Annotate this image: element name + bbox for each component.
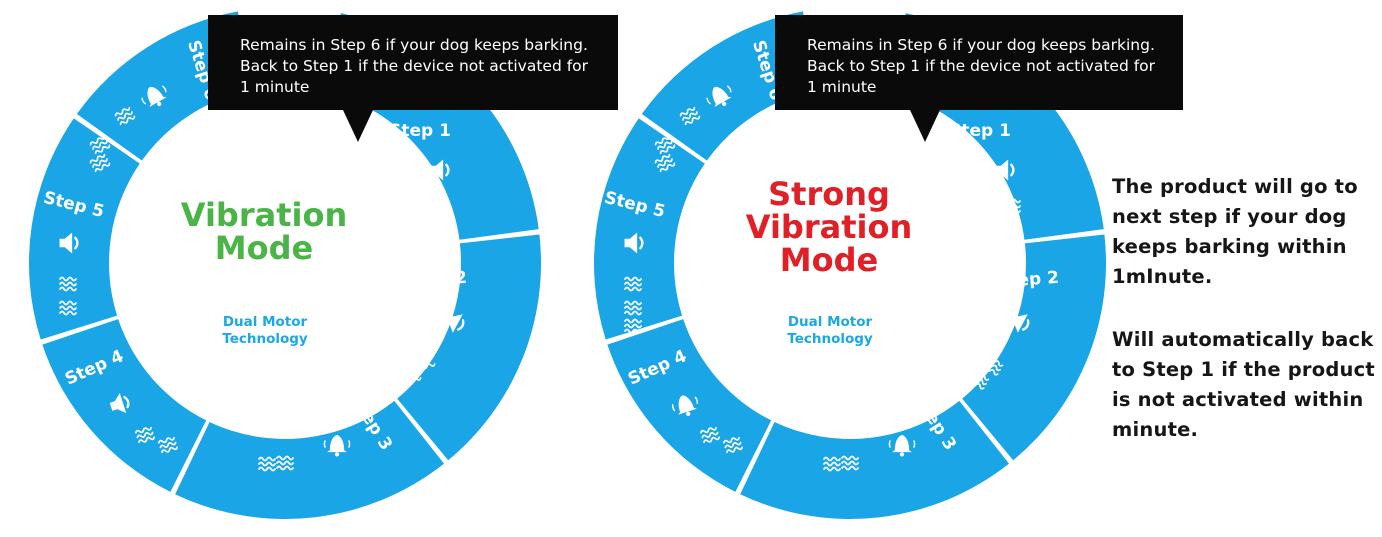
explanation-line: is not activated within bbox=[1112, 388, 1364, 411]
subtitle-line: Dual Motor bbox=[788, 314, 873, 330]
wave-mark-icon bbox=[1003, 222, 1021, 238]
wave-mark-icon bbox=[823, 456, 841, 472]
subtitle-line: Dual Motor bbox=[223, 314, 308, 330]
ring-segment-step-4 bbox=[42, 319, 207, 492]
wave-mark-icon bbox=[654, 135, 676, 155]
wave-mark-icon bbox=[841, 455, 859, 471]
ring-segment-step-2 bbox=[397, 234, 541, 461]
bell-icon bbox=[888, 435, 916, 457]
step-label: Step 2 bbox=[997, 268, 1060, 292]
wave-mark-icon bbox=[408, 377, 422, 384]
wave-mark-icon bbox=[679, 106, 701, 126]
explanation-paragraph-2: Will automatically back to Step 1 if the… bbox=[1112, 325, 1380, 445]
wave-mark-icon bbox=[624, 300, 642, 316]
speaker-icon bbox=[430, 159, 450, 181]
ring-segment-step-5 bbox=[28, 118, 140, 340]
wave-mark-icon bbox=[59, 300, 77, 316]
callout-line: Back to Step 1 if the device not activat… bbox=[807, 57, 1156, 75]
bell-icon bbox=[141, 85, 167, 107]
explanation-line: minute. bbox=[1112, 418, 1199, 441]
step-label: Step 2 bbox=[405, 268, 468, 292]
explanation-line: keeps barking within bbox=[1112, 235, 1347, 258]
explanation-line: 1mInute. bbox=[1112, 265, 1213, 288]
wave-mark-icon bbox=[444, 198, 450, 212]
subtitle-line: Technology bbox=[222, 331, 308, 347]
step-label: Step 1 bbox=[949, 121, 1011, 141]
wave-mark-icon bbox=[134, 426, 156, 444]
callout-box bbox=[208, 15, 618, 142]
ring-segment-step-3 bbox=[175, 400, 445, 519]
mode-title-line: Vibration bbox=[181, 196, 347, 234]
callout-box bbox=[775, 15, 1183, 142]
mode-title-line: Vibration bbox=[746, 208, 912, 246]
wave-mark-icon bbox=[59, 276, 77, 292]
wave-mark-icon bbox=[422, 363, 436, 370]
callout-line: 1 minute bbox=[807, 78, 876, 96]
explanation-line: next step if your dog bbox=[1112, 205, 1347, 228]
wave-mark-icon bbox=[1003, 198, 1021, 214]
speaker-icon bbox=[624, 232, 644, 254]
wave-mark-icon bbox=[624, 276, 642, 292]
wave-mark-icon bbox=[157, 436, 179, 454]
bell-icon bbox=[671, 395, 699, 417]
speaker-icon bbox=[59, 232, 79, 254]
explanation-line: Will automatically back bbox=[1112, 328, 1374, 351]
wave-mark-icon bbox=[276, 455, 294, 471]
callout-line: Remains in Step 6 if your dog keeps bark… bbox=[807, 36, 1155, 54]
wave-mark-icon bbox=[968, 370, 990, 390]
wave-mark-icon bbox=[654, 153, 676, 173]
step-label: Step 1 bbox=[389, 121, 451, 141]
callout-line: Back to Step 1 if the device not activat… bbox=[240, 57, 589, 75]
mode-title-line: Mode bbox=[215, 229, 313, 267]
speaker-icon bbox=[444, 313, 465, 333]
ring-segment-step-2 bbox=[962, 234, 1106, 461]
mode-title-line: Strong bbox=[768, 175, 890, 213]
explanation-paragraph-1: The product will go to next step if your… bbox=[1112, 172, 1380, 292]
wave-mark-icon bbox=[982, 356, 1004, 376]
wave-mark-icon bbox=[114, 106, 136, 126]
wave-mark-icon bbox=[624, 318, 642, 334]
bell-icon bbox=[706, 85, 732, 107]
ring-segment-step-3 bbox=[740, 400, 1010, 519]
explanation-line: The product will go to bbox=[1112, 175, 1358, 198]
subtitle-line: Technology bbox=[787, 331, 873, 347]
wave-mark-icon bbox=[444, 222, 450, 236]
wave-mark-icon bbox=[258, 456, 276, 472]
speaker-icon bbox=[1009, 313, 1030, 333]
speaker-icon bbox=[995, 159, 1015, 181]
speaker-icon bbox=[109, 393, 130, 414]
wave-mark-icon bbox=[89, 153, 111, 173]
wave-mark-icon bbox=[699, 426, 721, 444]
mode-title-line: Mode bbox=[780, 241, 878, 279]
bell-icon bbox=[323, 435, 351, 457]
wave-mark-icon bbox=[89, 135, 111, 155]
ring-segment-step-5 bbox=[593, 118, 705, 340]
callout-line: 1 minute bbox=[240, 78, 309, 96]
callout-line: Remains in Step 6 if your dog keeps bark… bbox=[240, 36, 588, 54]
explanation-line: to Step 1 if the product bbox=[1112, 358, 1375, 381]
wave-mark-icon bbox=[722, 436, 744, 454]
